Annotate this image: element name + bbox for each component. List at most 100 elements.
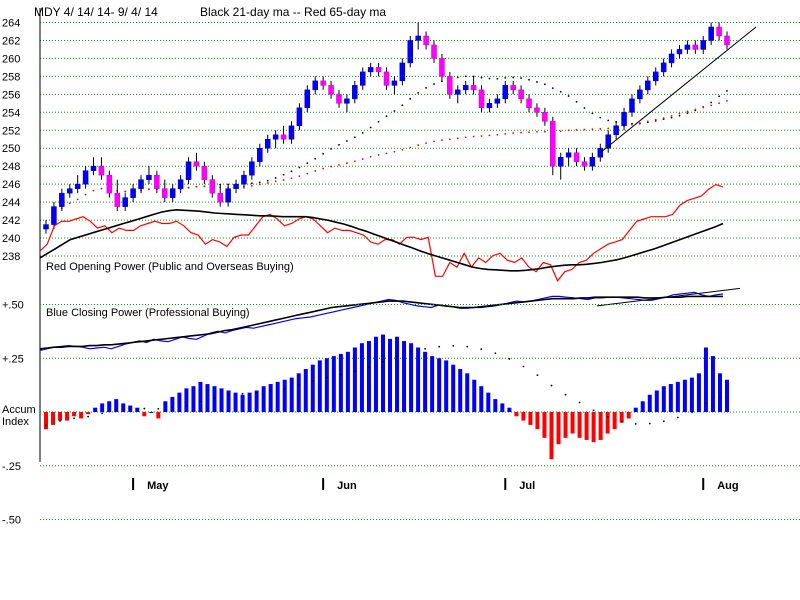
accum-ma-pt-90 <box>676 416 679 419</box>
ma65-pt-54 <box>472 135 475 138</box>
ma65-pt-35 <box>322 167 325 170</box>
accum-bar-32 <box>268 384 273 412</box>
accum-bar-95 <box>710 356 715 412</box>
closing-power-trend-line <box>596 287 741 307</box>
opening-power-label: Red Opening Power (Public and Overseas B… <box>46 261 294 273</box>
accum-bar-9 <box>107 401 112 412</box>
y-tick-258: 258 <box>2 71 20 83</box>
candle-body-49 <box>431 44 437 59</box>
candle-body-76 <box>645 80 651 91</box>
accum-bar-8 <box>100 403 105 412</box>
accum-bar-21 <box>191 386 196 412</box>
candle-body-59 <box>510 85 516 91</box>
accum-bar-81 <box>612 412 617 430</box>
candle-body-55 <box>478 89 485 109</box>
candle-body-32 <box>296 107 303 127</box>
ma65-pt-71 <box>607 127 610 130</box>
ma21-pt-38 <box>346 140 348 142</box>
ma65-pt-79 <box>670 115 673 117</box>
ma65-pt-78 <box>662 117 665 119</box>
accum-bar-22 <box>198 381 203 412</box>
candle-body-83 <box>700 40 706 50</box>
accum-bar-57 <box>444 360 449 412</box>
candle-body-60 <box>518 89 524 100</box>
accum-bar-11 <box>121 403 126 412</box>
accum-bar-16 <box>156 412 161 419</box>
accum-bar-23 <box>205 384 210 412</box>
accum-bar-96 <box>717 373 722 412</box>
candle-body-6 <box>90 165 97 171</box>
ma65-pt-30 <box>282 179 285 181</box>
accum-ma-pt-62 <box>480 348 483 351</box>
accum-ma-pt-4 <box>73 417 75 420</box>
candle-body-40 <box>359 71 366 86</box>
candle-body-31 <box>288 125 295 140</box>
price-y-axis: 264 262 260 258 256 254 252 250 248 246 244 242 240 2… <box>2 8 41 462</box>
candle-body-30 <box>280 134 287 140</box>
ma21-pt-45 <box>401 104 404 107</box>
ma65-pt-41 <box>369 155 372 158</box>
candle-body-16 <box>169 188 176 198</box>
accum-bar-1 <box>51 412 56 425</box>
ma65-pt-84 <box>710 104 713 107</box>
accum-bar-28 <box>240 394 245 412</box>
accum-ma-pt-54 <box>424 347 427 350</box>
ma65-pt-62 <box>536 131 538 133</box>
y-tick-246: 246 <box>2 179 20 191</box>
candle-body-10 <box>122 197 128 207</box>
price-uptrend-line <box>599 26 757 154</box>
accum-bar-17 <box>163 401 168 412</box>
accum-bar-64 <box>493 399 498 412</box>
accum-bar-2 <box>58 412 63 421</box>
ma65-pt-19 <box>195 185 198 188</box>
accum-ma-pt-60 <box>466 345 469 348</box>
opening-power-series-0 <box>39 183 724 282</box>
accum-ma-pt-72 <box>550 384 553 387</box>
accum-tick-0: +.50 <box>2 300 24 312</box>
accumulation-index-panel: +.50 +.25 -.25 -.50 <box>2 300 800 527</box>
accum-bar-36 <box>296 373 301 412</box>
candle-body-9 <box>114 192 121 207</box>
accum-ma-pt-36 <box>297 384 300 386</box>
candle-body-21 <box>209 179 216 194</box>
ma65-pt-76 <box>646 120 649 123</box>
accum-bar-49 <box>388 338 393 412</box>
accum-bar-80 <box>605 412 610 434</box>
candle-body-52 <box>455 89 461 95</box>
candle-body-56 <box>486 103 493 109</box>
candle-body-65 <box>557 156 564 167</box>
ma21-pt-61 <box>528 78 530 81</box>
ma21-pt-49 <box>433 83 435 85</box>
y-tick-250: 250 <box>2 143 20 155</box>
candle-body-68 <box>581 161 588 167</box>
candle-body-48 <box>423 35 429 46</box>
candle-body-46 <box>407 40 414 64</box>
ma21-pt-36 <box>330 147 332 150</box>
accum-bar-6 <box>86 412 91 415</box>
candle-body-77 <box>652 71 659 82</box>
month-label-2: Jul <box>519 480 535 492</box>
accum-bar-62 <box>479 386 484 412</box>
accum-bar-0 <box>44 412 48 430</box>
candle-body-1 <box>51 206 57 225</box>
accum-bar-31 <box>261 386 266 412</box>
ma21-pt-41 <box>369 126 372 129</box>
ma21-pt-70 <box>599 116 602 119</box>
ma65-pt-60 <box>520 131 523 134</box>
candle-body-73 <box>621 112 627 127</box>
accum-ma-pt-76 <box>578 401 581 404</box>
accum-ma-pt-66 <box>508 358 511 360</box>
accum-bar-33 <box>275 381 280 412</box>
candle-body-13 <box>146 174 152 180</box>
ma65-pt-34 <box>314 170 317 172</box>
ma65-pt-43 <box>385 152 388 155</box>
candle-body-22 <box>217 192 223 203</box>
candle-body-61 <box>526 98 532 109</box>
y-tick-238: 238 <box>2 251 20 263</box>
accum-bar-93 <box>696 373 701 412</box>
accum-bar-44 <box>352 347 357 412</box>
ma65-pt-82 <box>694 108 697 111</box>
candle-body-23 <box>225 188 231 203</box>
ma21-pt-57 <box>496 77 499 80</box>
accum-bar-45 <box>359 343 364 412</box>
